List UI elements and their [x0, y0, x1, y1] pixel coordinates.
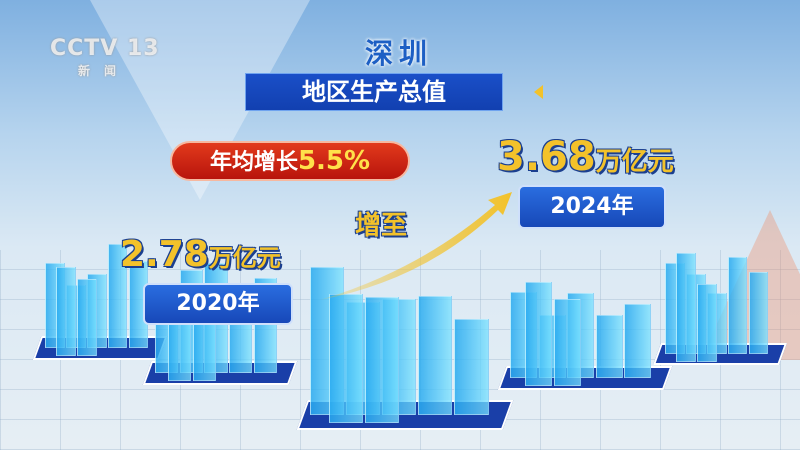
end-year: 2024年 — [518, 185, 666, 229]
building — [418, 296, 453, 415]
start-value: 2.78万亿元 — [120, 234, 281, 275]
building — [624, 304, 651, 378]
banner-title: 地区生产总值 — [245, 73, 503, 111]
building — [727, 257, 748, 354]
building — [76, 279, 97, 356]
end-value: 3.68万亿元 — [497, 134, 674, 180]
building — [107, 244, 128, 348]
building — [329, 294, 364, 423]
building — [525, 282, 552, 386]
city-title: 深圳 — [365, 37, 434, 70]
start-year: 2020年 — [143, 283, 293, 325]
building — [365, 297, 400, 423]
building — [56, 267, 76, 356]
building — [595, 315, 623, 378]
building — [454, 319, 489, 415]
channel-logo: CCTV 13 新闻 — [50, 36, 160, 78]
building — [553, 299, 581, 386]
banner-right-arrow-icon — [534, 85, 543, 99]
growth-badge: 年均增长5.5% — [170, 141, 410, 181]
connector-label: 增至 — [355, 211, 408, 241]
building — [748, 272, 769, 354]
building — [676, 253, 696, 362]
building — [696, 284, 717, 362]
